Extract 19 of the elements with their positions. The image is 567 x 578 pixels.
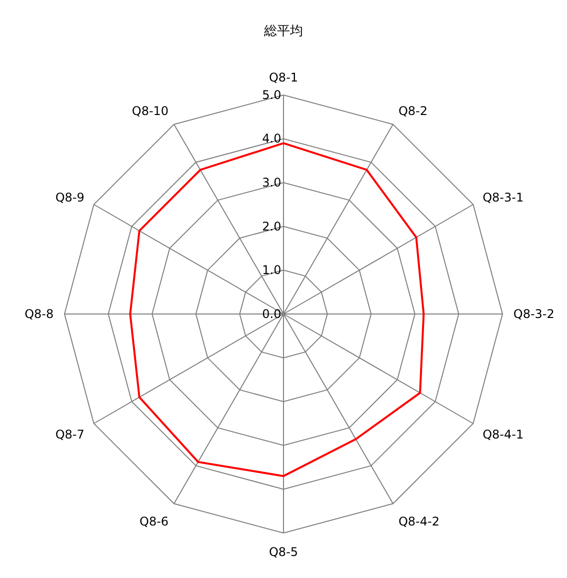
- spoke-label: Q8-9: [55, 190, 84, 204]
- y-tick-label: 2.0: [262, 219, 282, 234]
- spoke-label: Q8-8: [24, 307, 54, 322]
- spoke-label: Q8-5: [268, 544, 298, 559]
- spoke-label: Q8-3-1: [482, 190, 524, 204]
- y-tick-label: 1.0: [262, 263, 282, 278]
- spoke-label: Q8-3-2: [513, 307, 554, 322]
- spoke-label: Q8-4-1: [482, 428, 524, 442]
- spoke-label: Q8-2: [398, 104, 428, 118]
- spoke-label: Q8-7: [55, 428, 84, 442]
- y-tick-label: 5.0: [262, 88, 282, 102]
- spoke-label: Q8-1: [268, 70, 298, 85]
- y-tick-label: 0.0: [262, 306, 282, 321]
- spoke-label: Q8-4-2: [398, 514, 440, 529]
- y-tick-label: 3.0: [262, 176, 282, 190]
- chart-title: 総平均: [263, 24, 303, 40]
- y-tick-label: 4.0: [262, 132, 282, 146]
- spoke-label: Q8-10: [132, 104, 169, 118]
- spoke-label: Q8-6: [140, 514, 169, 529]
